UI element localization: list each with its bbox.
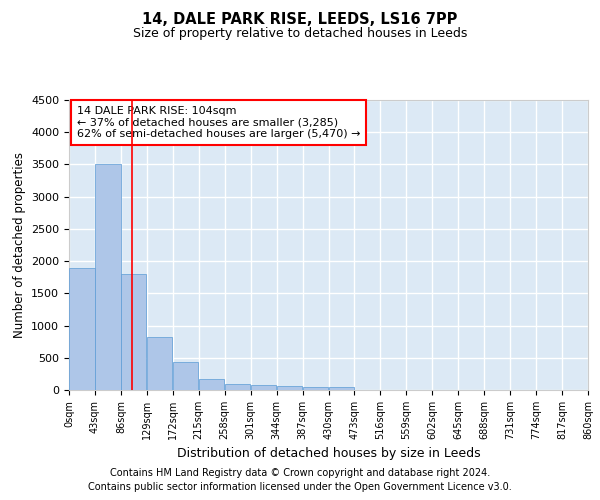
Bar bbox=[329, 388, 354, 390]
Text: 14, DALE PARK RISE, LEEDS, LS16 7PP: 14, DALE PARK RISE, LEEDS, LS16 7PP bbox=[142, 12, 458, 28]
Bar bbox=[251, 385, 276, 390]
Text: Size of property relative to detached houses in Leeds: Size of property relative to detached ho… bbox=[133, 28, 467, 40]
X-axis label: Distribution of detached houses by size in Leeds: Distribution of detached houses by size … bbox=[176, 448, 481, 460]
Text: Contains public sector information licensed under the Open Government Licence v3: Contains public sector information licen… bbox=[88, 482, 512, 492]
Text: 14 DALE PARK RISE: 104sqm
← 37% of detached houses are smaller (3,285)
62% of se: 14 DALE PARK RISE: 104sqm ← 37% of detac… bbox=[77, 106, 360, 139]
Bar bbox=[277, 386, 302, 390]
Y-axis label: Number of detached properties: Number of detached properties bbox=[13, 152, 26, 338]
Bar bbox=[121, 274, 146, 390]
Bar bbox=[303, 387, 328, 390]
Bar bbox=[147, 337, 172, 390]
Bar bbox=[95, 164, 121, 390]
Bar bbox=[173, 362, 199, 390]
Bar bbox=[199, 379, 224, 390]
Text: Contains HM Land Registry data © Crown copyright and database right 2024.: Contains HM Land Registry data © Crown c… bbox=[110, 468, 490, 477]
Bar bbox=[70, 268, 95, 390]
Bar bbox=[225, 384, 250, 390]
